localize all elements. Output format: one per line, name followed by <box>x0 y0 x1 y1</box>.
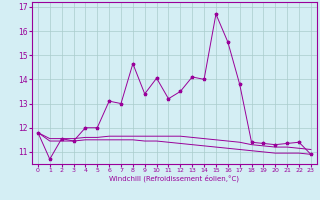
X-axis label: Windchill (Refroidissement éolien,°C): Windchill (Refroidissement éolien,°C) <box>109 175 239 182</box>
